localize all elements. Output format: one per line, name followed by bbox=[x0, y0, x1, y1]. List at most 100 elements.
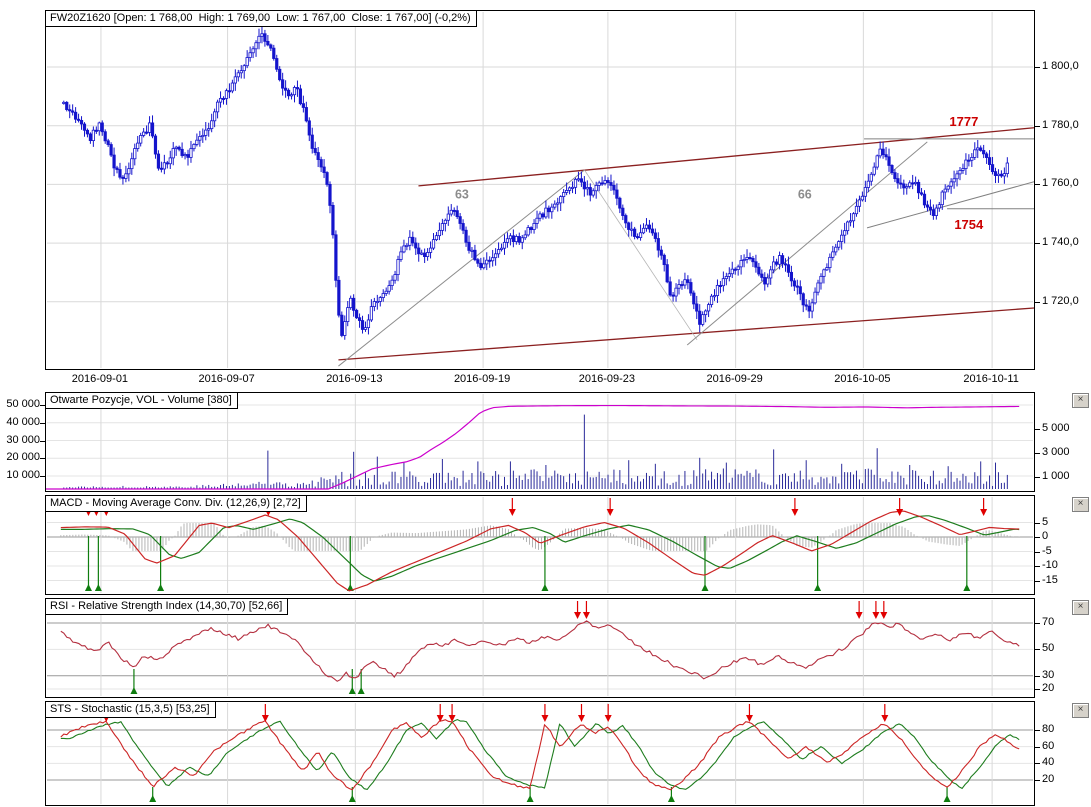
price-axis-label: 1 800,0 bbox=[1042, 60, 1079, 72]
axis-tick bbox=[40, 458, 45, 460]
stochastic-axis-label: 20 bbox=[1042, 772, 1055, 785]
axis-tick bbox=[40, 476, 45, 477]
axis-tick bbox=[1035, 67, 1040, 68]
stochastic-axis-label: 60 bbox=[1042, 739, 1055, 752]
stochastic-canvas[interactable] bbox=[46, 702, 1034, 805]
overlay-trendlines bbox=[338, 127, 1034, 367]
rsi-gridlines bbox=[47, 622, 1033, 690]
svg-text:1754: 1754 bbox=[954, 217, 984, 232]
axis-tick bbox=[1035, 429, 1040, 430]
svg-text:63: 63 bbox=[455, 188, 469, 202]
axis-tick bbox=[1035, 125, 1040, 127]
volume-canvas[interactable] bbox=[46, 393, 1034, 491]
axis-tick bbox=[1035, 580, 1040, 582]
x-axis-date-label: 2016-09-07 bbox=[198, 373, 255, 385]
price-gridlines bbox=[47, 66, 1033, 303]
x-axis-date-label: 2016-10-05 bbox=[834, 373, 891, 385]
open-interest-axis-label: 20 000 bbox=[6, 451, 40, 464]
rsi-axis-label: 50 bbox=[1042, 642, 1055, 655]
rsi-line bbox=[60, 620, 1020, 682]
macd-panel-title: MACD - Moving Average Conv. Div. (12,26,… bbox=[45, 495, 307, 512]
rsi-axis-label: 70 bbox=[1042, 616, 1055, 628]
open-interest-axis-label: 10 000 bbox=[6, 469, 40, 481]
macd-axis-label: -10 bbox=[1042, 559, 1058, 571]
open-interest-line bbox=[46, 404, 1020, 490]
macd-axis-label: 0 bbox=[1042, 530, 1049, 542]
axis-tick bbox=[1035, 551, 1040, 553]
macd-axis-label: -15 bbox=[1042, 573, 1058, 586]
macd-axis-label: 5 bbox=[1042, 515, 1049, 528]
axis-tick bbox=[1035, 689, 1040, 690]
vertical-gridlines bbox=[100, 12, 993, 368]
close-stochastic-panel-button[interactable]: × bbox=[1072, 703, 1089, 718]
stochastic-axis-label: 40 bbox=[1042, 756, 1055, 769]
axis-tick bbox=[1035, 522, 1040, 524]
macd-axis-label: -5 bbox=[1042, 544, 1052, 557]
axis-tick bbox=[1035, 763, 1040, 765]
rsi-axis-label: 20 bbox=[1042, 682, 1055, 694]
volume-bars-group bbox=[63, 414, 1008, 489]
axis-tick bbox=[1035, 184, 1040, 186]
signal-line bbox=[60, 515, 1020, 582]
axis-tick bbox=[1035, 730, 1040, 731]
price-axis-label: 1 760,0 bbox=[1042, 177, 1079, 190]
x-axis-date-label: 2016-09-13 bbox=[326, 373, 383, 385]
buy-signal-markers bbox=[149, 787, 951, 802]
price-axis-label: 1 780,0 bbox=[1042, 118, 1079, 131]
vertical-gridlines bbox=[100, 394, 993, 490]
open-interest-axis-label: 30 000 bbox=[6, 433, 40, 446]
axis-tick bbox=[1035, 675, 1040, 677]
open-interest-axis-label: 50 000 bbox=[6, 398, 40, 410]
x-axis-date-label: 2016-10-11 bbox=[963, 373, 1019, 385]
volume-panel-title: Otwarte Pozycje, VOL - Volume [380] bbox=[45, 392, 238, 409]
axis-tick bbox=[1035, 453, 1040, 454]
axis-tick bbox=[1035, 746, 1040, 748]
buy-signal-markers bbox=[130, 669, 365, 694]
price-axis-label: 1 740,0 bbox=[1042, 236, 1079, 249]
stochastic-gridlines bbox=[47, 729, 1033, 781]
volume-axis-label: 3 000 bbox=[1042, 446, 1070, 458]
rsi-panel-title: RSI - Relative Strength Index (14,30,70)… bbox=[45, 598, 289, 615]
stochastic-panel-title: STS - Stochastic (15,3,5) [53,25] bbox=[45, 701, 216, 718]
close-volume-panel-button[interactable]: × bbox=[1072, 393, 1089, 408]
macd-canvas[interactable] bbox=[46, 496, 1034, 594]
vertical-gridlines bbox=[100, 497, 993, 593]
candles-group bbox=[62, 26, 1009, 340]
svg-text:66: 66 bbox=[798, 188, 812, 202]
open-interest-axis-label: 40 000 bbox=[6, 415, 40, 428]
rsi-canvas[interactable] bbox=[46, 599, 1034, 697]
x-axis-date-label: 2016-09-19 bbox=[453, 373, 511, 385]
buy-signal-markers bbox=[84, 536, 971, 591]
price-chart-panel[interactable]: 63 66 1777 1754 bbox=[45, 10, 1035, 370]
axis-tick bbox=[1035, 649, 1040, 651]
x-axis-date-label: 2016-09-23 bbox=[578, 373, 636, 385]
price-chart-canvas[interactable]: 63 66 1777 1754 bbox=[46, 11, 1034, 369]
vertical-gridlines bbox=[100, 703, 993, 804]
axis-tick bbox=[1035, 623, 1040, 624]
close-rsi-panel-button[interactable]: × bbox=[1072, 600, 1089, 615]
price-chart-title: FW20Z1620 [Open: 1 768,00 High: 1 769,00… bbox=[45, 10, 477, 27]
macd-line bbox=[60, 510, 1020, 592]
rsi-axis-label: 30 bbox=[1042, 668, 1055, 681]
axis-tick bbox=[40, 440, 45, 442]
axis-tick bbox=[40, 405, 45, 406]
close-macd-panel-button[interactable]: × bbox=[1072, 497, 1089, 512]
volume-axis-label: 1 000 bbox=[1042, 470, 1070, 482]
vertical-gridlines bbox=[100, 600, 993, 696]
sell-signal-markers bbox=[574, 601, 888, 619]
sts-k-line bbox=[60, 719, 1020, 791]
volume-axis-label: 5 000 bbox=[1042, 422, 1070, 434]
svg-text:1777: 1777 bbox=[949, 114, 978, 129]
volume-gridlines bbox=[47, 404, 1033, 477]
axis-tick bbox=[40, 422, 45, 424]
axis-tick bbox=[1035, 243, 1040, 245]
price-axis-label: 1 720,0 bbox=[1042, 294, 1079, 307]
stochastic-panel[interactable] bbox=[45, 701, 1035, 806]
overlay-labels: 63 66 1777 1754 bbox=[455, 114, 984, 232]
axis-tick bbox=[1035, 477, 1040, 478]
sell-signal-markers bbox=[102, 704, 889, 722]
stochastic-axis-label: 80 bbox=[1042, 723, 1055, 735]
axis-tick bbox=[1035, 779, 1040, 781]
axis-tick bbox=[1035, 537, 1040, 538]
